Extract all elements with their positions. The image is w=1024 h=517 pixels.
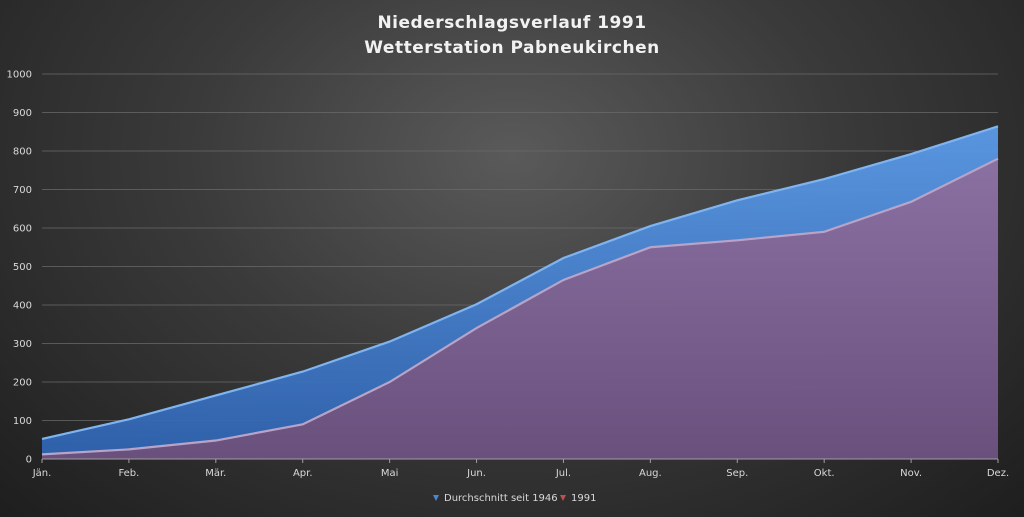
y-tick-label: 1000	[7, 70, 32, 81]
y-tick-label: 800	[13, 147, 32, 158]
y-tick-label: 500	[13, 262, 32, 273]
y-tick-label: 600	[13, 224, 32, 235]
x-axis-ticks: Jän. Feb. Mär. Apr. Mai Jun. Jul. Aug. Sep. Okt. N…	[32, 458, 1009, 479]
legend-label: Durchschnitt seit 1946	[444, 493, 558, 504]
x-tick-label: Feb.	[118, 468, 139, 479]
legend-swatch	[433, 495, 439, 501]
y-tick-label: 200	[13, 378, 32, 389]
legend-swatch	[560, 495, 566, 501]
x-tick-label: Dez.	[987, 468, 1009, 479]
x-tick-label: Mai	[381, 468, 399, 479]
y-tick-label: 0	[26, 455, 32, 466]
x-tick-label: Mär.	[205, 468, 226, 479]
legend: Durchschnitt seit 1946 1991	[433, 493, 596, 504]
plot-areas	[41, 125, 999, 460]
area-series-edge	[41, 125, 999, 441]
chart-title-line-1: Niederschlagsverlauf 1991	[377, 13, 646, 33]
chart-title-line-2: Wetterstation Pabneukirchen	[364, 38, 659, 58]
x-tick-label: Aug.	[639, 468, 662, 479]
y-tick-label: 700	[13, 185, 32, 196]
y-tick-label: 300	[13, 339, 32, 350]
area-series-1991	[42, 158, 998, 459]
y-axis-ticks: 0 100 200 300 400 500 600 700 800 900 1000	[7, 70, 32, 466]
x-tick-label: Okt.	[814, 468, 835, 479]
y-tick-label: 100	[13, 416, 32, 427]
x-tick-label: Jun.	[466, 468, 486, 479]
legend-item: 1991	[560, 493, 596, 504]
y-tick-label: 900	[13, 108, 32, 119]
x-tick-label: Sep.	[726, 468, 748, 479]
x-tick-label: Jän.	[32, 468, 52, 479]
legend-label: 1991	[571, 493, 596, 504]
x-tick-label: Apr.	[293, 468, 313, 479]
y-tick-label: 400	[13, 301, 32, 312]
x-tick-label: Nov.	[900, 468, 922, 479]
x-tick-label: Jul.	[555, 468, 571, 479]
legend-item: Durchschnitt seit 1946	[433, 493, 558, 504]
area-series-edge	[41, 157, 999, 456]
